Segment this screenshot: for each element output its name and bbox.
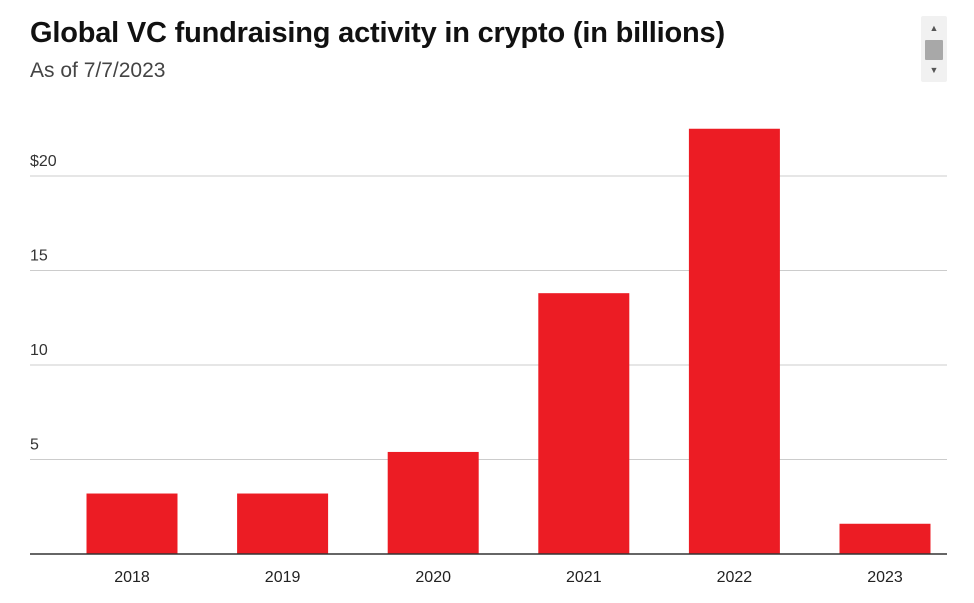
bar-2022 (688, 128, 780, 554)
y-tick-label: $20 (30, 153, 57, 170)
bar-2021 (538, 293, 630, 554)
x-category-label: 2018 (114, 569, 150, 586)
bar-2023 (839, 523, 931, 554)
y-tick-label: 10 (30, 342, 48, 359)
scrollbar-thumb[interactable] (925, 40, 943, 60)
y-tick-label: 15 (30, 248, 48, 265)
bar-2018 (86, 493, 178, 554)
scroll-up-arrow-icon[interactable]: ▲ (929, 23, 939, 33)
x-category-label: 2023 (867, 569, 903, 586)
bar-2019 (237, 493, 329, 554)
x-category-label: 2022 (717, 569, 753, 586)
x-category-label: 2019 (265, 569, 301, 586)
x-category-label: 2020 (415, 569, 451, 586)
vertical-scrollbar[interactable]: ▲ ▼ (921, 16, 947, 82)
scroll-down-arrow-icon[interactable]: ▼ (929, 65, 939, 75)
bar-2020 (387, 451, 479, 554)
x-category-label: 2021 (566, 569, 602, 586)
chart-title: Global VC fundraising activity in crypto… (30, 17, 725, 49)
chart-subtitle: As of 7/7/2023 (30, 59, 166, 82)
y-tick-label: 5 (30, 437, 39, 454)
